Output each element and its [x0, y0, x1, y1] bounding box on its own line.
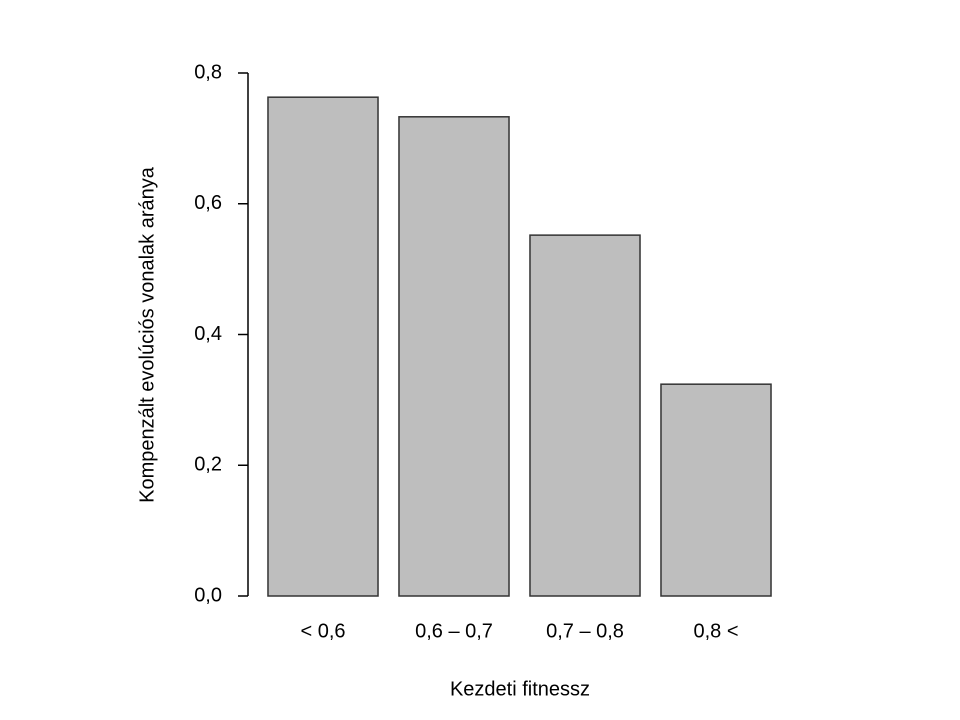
y-tick-label: 0,2: [194, 454, 222, 476]
bar: [660, 383, 772, 597]
bar: [398, 116, 510, 597]
y-tick-label: 0,0: [194, 584, 222, 606]
y-tick-label: 0,8: [194, 61, 222, 83]
x-tick-label: < 0,6: [300, 620, 345, 642]
x-tick-label: 0,8 <: [693, 620, 738, 642]
x-tick-label: 0,7 – 0,8: [546, 620, 624, 642]
y-axis-title: Kompenzált evolúciós vonalak aránya: [136, 166, 158, 503]
x-tick-label: 0,6 – 0,7: [415, 620, 493, 642]
y-tick-label: 0,6: [194, 192, 222, 214]
y-tick-label: 0,4: [194, 323, 222, 345]
x-axis-title: Kezdeti fitnessz: [450, 678, 590, 700]
bar: [529, 234, 641, 597]
bar: [267, 96, 379, 597]
